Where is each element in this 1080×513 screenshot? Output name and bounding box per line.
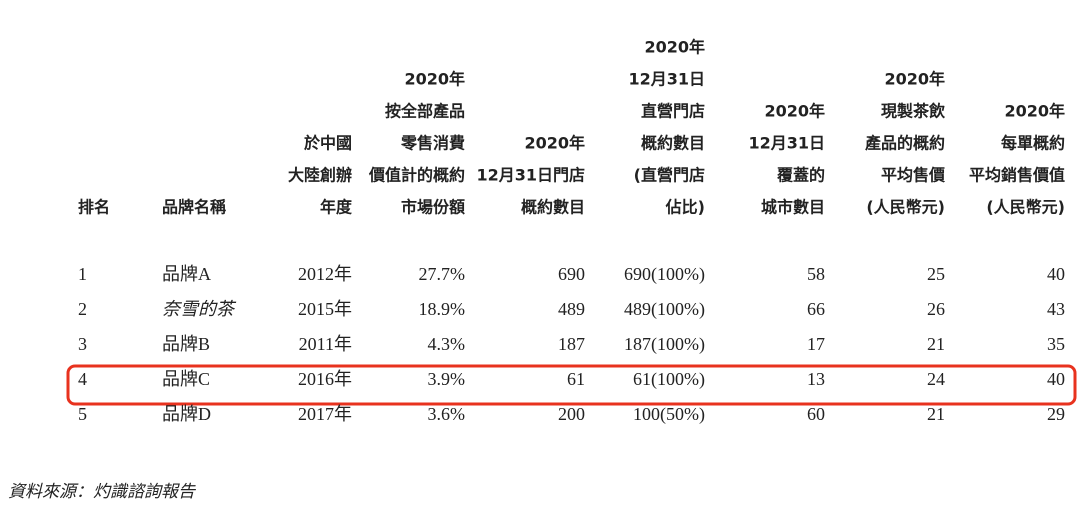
header-cell: 佔比) (665, 198, 705, 217)
table-cell: 奈雪的茶 (162, 299, 237, 319)
table-cell: 3.6% (428, 404, 466, 424)
table-cell: 27.7% (419, 264, 466, 284)
header-cell: 2020年 (764, 102, 825, 121)
table-cell: 40 (1047, 369, 1065, 389)
table-cell: 100(50%) (633, 404, 705, 425)
highlight-box (66, 364, 1077, 406)
table-cell: 489 (558, 299, 585, 319)
table-cell: 3 (78, 334, 87, 354)
table-cell: 61 (567, 369, 585, 389)
table-cell: 品牌D (162, 404, 211, 424)
table-cell: 35 (1047, 334, 1065, 354)
header-cell: 平均銷售價值 (969, 166, 1065, 185)
header-cell: (人民幣元) (866, 198, 945, 217)
table-cell: 3.9% (428, 369, 466, 389)
header-cell: 市場份額 (401, 198, 465, 217)
table-cell: 21 (927, 334, 945, 354)
header-cell: 覆蓋的 (776, 166, 825, 185)
table-cell: 61(100%) (633, 369, 705, 390)
header-cell: 12月31日 (628, 70, 705, 89)
table-cell: 187 (558, 334, 585, 354)
table-cell: 58 (807, 264, 825, 284)
table-cell: 2 (78, 299, 87, 319)
header-cell: 2020年 (524, 134, 585, 153)
table-cell: 17 (807, 334, 825, 354)
table-cell: 2015年 (298, 299, 352, 319)
table-cell: 29 (1047, 404, 1065, 424)
table-cell: 2012年 (298, 264, 352, 284)
header-cell: 城市數目 (761, 198, 825, 217)
table-cell: 13 (807, 369, 825, 389)
header-cell: 品牌名稱 (162, 198, 226, 217)
table-cell: 66 (807, 299, 825, 319)
header-cell: (人民幣元) (986, 198, 1065, 217)
table-cell: 43 (1047, 299, 1065, 319)
header-cell: 每單概約 (1001, 134, 1065, 153)
header-cell: 12月31日 (748, 134, 825, 153)
header-cell: 大陸創辦 (288, 166, 352, 185)
table-cell: 26 (927, 299, 945, 319)
header-cell: 現製茶飲 (881, 102, 946, 121)
table-cell: 40 (1047, 264, 1065, 284)
table-cell: 2017年 (298, 404, 352, 424)
table-cell: 489(100%) (624, 299, 705, 320)
header-cell: 價值計的概約 (368, 166, 465, 185)
header-cell: 於中國 (304, 134, 352, 153)
header-cell: 零售消費 (400, 134, 465, 153)
header-cell: 12月31日門店 (476, 166, 585, 185)
header-cell: 直營門店 (641, 102, 705, 121)
table-cell: 4 (78, 369, 87, 389)
table-cell: 690 (558, 264, 585, 284)
header-cell: 2020年 (884, 70, 945, 89)
source-note: 資料來源：灼識諮詢報告 (8, 482, 197, 501)
header-cell: 概約數目 (641, 134, 705, 153)
table-cell: 2011年 (299, 334, 352, 354)
header-cell: 年度 (320, 198, 353, 217)
header-cell: 產品的概約 (865, 134, 945, 153)
table-cell: 4.3% (428, 334, 466, 354)
table-cell: 品牌C (162, 369, 210, 389)
table-cell: 品牌A (162, 264, 211, 284)
table-cell: 25 (927, 264, 945, 284)
header-cell: 按全部產品 (385, 102, 465, 121)
header-cell: 2020年 (1004, 102, 1065, 121)
table-cell: 187(100%) (624, 334, 705, 355)
header-cell: 2020年 (644, 38, 705, 57)
table-cell: 60 (807, 404, 825, 424)
table-cell: 690(100%) (624, 264, 705, 285)
table-cell: 21 (927, 404, 945, 424)
table-cell: 1 (78, 264, 87, 284)
header-cell: (直營門店 (634, 166, 705, 185)
header-cell: 平均售價 (881, 166, 946, 185)
table-cell: 5 (78, 404, 87, 424)
table-cell: 18.9% (419, 299, 466, 319)
table-cell: 品牌B (162, 334, 210, 354)
table-cell: 24 (927, 369, 945, 389)
table-cell: 2016年 (298, 369, 352, 389)
header-cell: 2020年 (404, 70, 465, 89)
header-cell: 排名 (78, 198, 110, 217)
header-cell: 概約數目 (521, 198, 585, 217)
table-cell: 200 (558, 404, 585, 424)
